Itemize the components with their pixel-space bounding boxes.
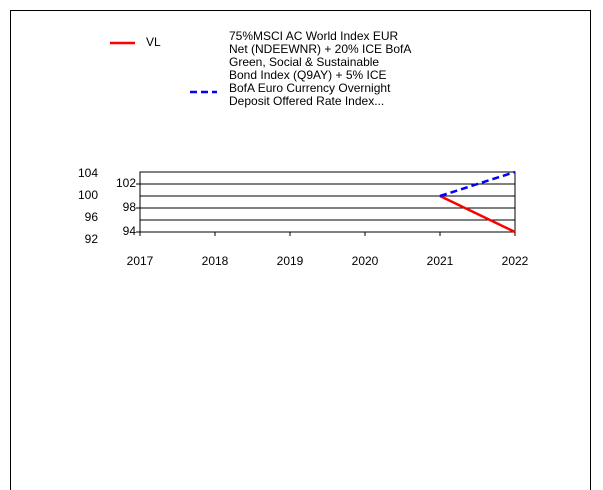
y2-tick-label: 92 [85,232,99,246]
x-tick-label: 2022 [502,254,529,268]
legend-label: 75%MSCI AC World Index EUR Net (NDEEWNR)… [229,29,412,108]
x-tick-label: 2021 [427,254,454,268]
series-line [439,170,516,198]
frame [10,10,591,490]
y-tick-label: 94 [123,224,137,238]
plot-area [139,171,516,233]
legend-label: VL [146,35,161,49]
y2-tick-label: 96 [85,210,99,224]
x-tick-label: 2017 [127,254,154,268]
x-tick-label: 2018 [202,254,229,268]
y-tick-label: 102 [116,176,136,190]
y-tick-label: 98 [123,200,137,214]
x-tick-label: 2020 [352,254,379,268]
series-line [439,194,516,234]
y2-tick-label: 100 [78,188,98,202]
y2-tick-label: 104 [78,166,98,180]
x-tick-label: 2019 [277,254,304,268]
